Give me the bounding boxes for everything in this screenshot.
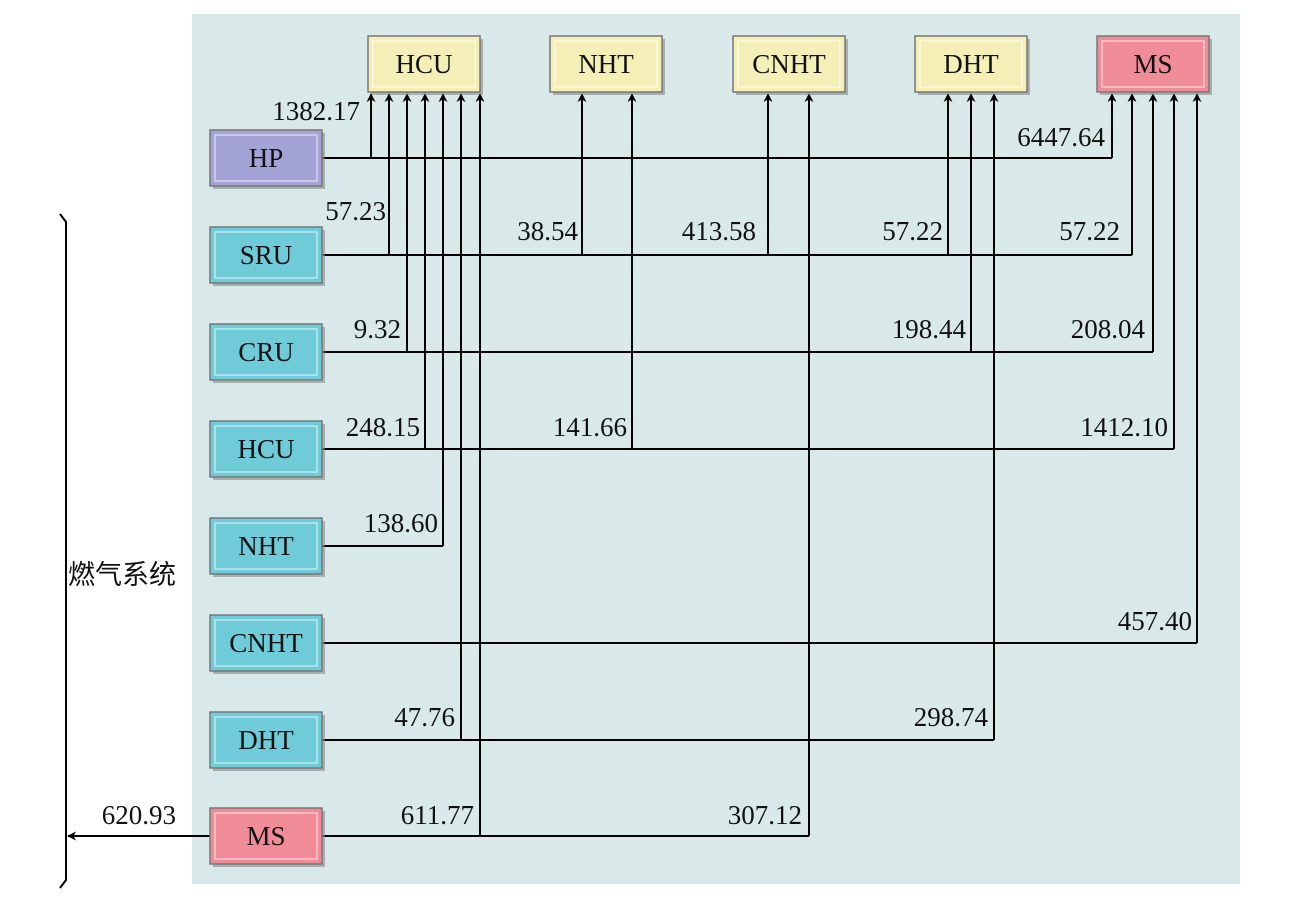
source-unit-sru-label: SRU — [240, 240, 293, 270]
top-unit-ms-label: MS — [1133, 49, 1172, 79]
flow-value-cru-to-ms: 208.04 — [1071, 314, 1146, 344]
source-unit-hp[interactable]: HP — [209, 129, 325, 189]
top-unit-hcu-label: HCU — [395, 49, 452, 79]
source-unit-sru[interactable]: SRU — [209, 226, 325, 286]
fuel-gas-system-bracket — [59, 213, 67, 889]
source-unit-nht[interactable]: NHT — [209, 517, 325, 577]
top-unit-dht[interactable]: DHT — [914, 35, 1030, 95]
flow-value-dht-to-dht: 298.74 — [914, 702, 989, 732]
source-unit-ms[interactable]: MS — [209, 807, 325, 867]
top-unit-ms[interactable]: MS — [1096, 35, 1212, 95]
top-unit-nht-label: NHT — [578, 49, 634, 79]
source-unit-cnht-label: CNHT — [229, 628, 303, 658]
flow-value-hp-to-hcu: 1382.17 — [272, 96, 360, 126]
flow-value-dht-to-hcu: 47.76 — [394, 702, 455, 732]
source-unit-nht-label: NHT — [238, 531, 294, 561]
top-unit-nht[interactable]: NHT — [549, 35, 665, 95]
flow-value-ms-to-cnht: 307.12 — [728, 800, 802, 830]
top-unit-hcu[interactable]: HCU — [367, 35, 483, 95]
flow-value-cru-to-dht: 198.44 — [892, 314, 967, 344]
flow-value-ms-to-hcu: 611.77 — [401, 800, 474, 830]
top-unit-dht-label: DHT — [943, 49, 999, 79]
flow-value-sru-to-nht: 38.54 — [517, 216, 578, 246]
source-unit-hcu-label: HCU — [237, 434, 294, 464]
flow-value-sru-to-cnht: 413.58 — [682, 216, 756, 246]
top-unit-cnht-label: CNHT — [752, 49, 826, 79]
flow-value-nht-to-hcu: 138.60 — [364, 508, 438, 538]
flow-value-hcu-to-ms: 1412.10 — [1080, 412, 1168, 442]
source-unit-dht-label: DHT — [238, 725, 294, 755]
flow-value-cru-to-hcu: 9.32 — [354, 314, 401, 344]
source-unit-hcu[interactable]: HCU — [209, 420, 325, 480]
source-unit-dht[interactable]: DHT — [209, 711, 325, 771]
source-unit-cru-label: CRU — [238, 337, 294, 367]
flow-value-cnht-to-ms: 457.40 — [1118, 606, 1192, 636]
source-unit-ms-label: MS — [246, 821, 285, 851]
source-unit-cnht[interactable]: CNHT — [209, 614, 325, 674]
source-unit-cru[interactable]: CRU — [209, 323, 325, 383]
flow-value-hp-to-ms: 6447.64 — [1017, 122, 1105, 152]
source-unit-hp-label: HP — [249, 143, 284, 173]
flow-value-sru-to-ms: 57.22 — [1059, 216, 1120, 246]
flow-value-sru-to-hcu: 57.23 — [325, 196, 386, 226]
top-unit-cnht[interactable]: CNHT — [732, 35, 848, 95]
flow-value-hcu-to-nht: 141.66 — [553, 412, 627, 442]
flow-value-sru-to-dht: 57.22 — [882, 216, 943, 246]
fuel-gas-system-label: 燃气系统 — [68, 560, 176, 591]
flow-value-hcu-to-hcu: 248.15 — [346, 412, 420, 442]
output-value-label: 620.93 — [102, 800, 176, 830]
